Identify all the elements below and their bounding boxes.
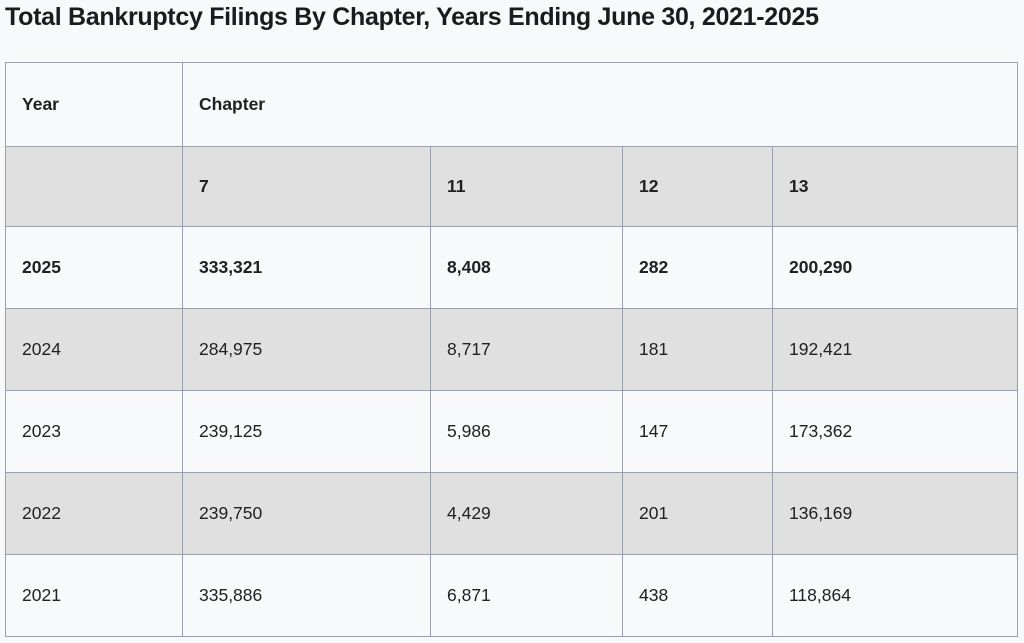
table-row-2022: 2022 239,750 4,429 201 136,169	[5, 472, 1018, 555]
subheader-chapter-13: 13	[772, 146, 1018, 227]
table-row-2024: 2024 284,975 8,717 181 192,421	[5, 308, 1018, 391]
value-cell-ch13: 192,421	[772, 308, 1018, 391]
column-header-chapter-group: Chapter	[182, 62, 1018, 147]
year-cell: 2025	[5, 226, 183, 309]
value-cell-ch11: 6,871	[430, 554, 623, 637]
table-row-2025: 2025 333,321 8,408 282 200,290	[5, 226, 1018, 309]
table-header-row: Year Chapter	[5, 62, 1018, 147]
subheader-chapter-7: 7	[182, 146, 431, 227]
subheader-chapter-12: 12	[622, 146, 773, 227]
value-cell-ch13: 136,169	[772, 472, 1018, 555]
value-cell-ch12: 181	[622, 308, 773, 391]
year-cell: 2024	[5, 308, 183, 391]
value-cell-ch12: 438	[622, 554, 773, 637]
value-cell-ch13: 200,290	[772, 226, 1018, 309]
filings-table: Year Chapter 7 11 12 13 2025 333,321 8,4…	[5, 62, 1018, 637]
column-header-year: Year	[5, 62, 183, 147]
value-cell-ch7: 284,975	[182, 308, 431, 391]
year-cell: 2021	[5, 554, 183, 637]
value-cell-ch11: 8,408	[430, 226, 623, 309]
value-cell-ch7: 333,321	[182, 226, 431, 309]
value-cell-ch12: 147	[622, 390, 773, 473]
table-subheader-row: 7 11 12 13	[5, 146, 1018, 227]
value-cell-ch7: 239,125	[182, 390, 431, 473]
value-cell-ch13: 118,864	[772, 554, 1018, 637]
subheader-chapter-11: 11	[430, 146, 623, 227]
value-cell-ch11: 4,429	[430, 472, 623, 555]
year-cell: 2023	[5, 390, 183, 473]
page-title: Total Bankruptcy Filings By Chapter, Yea…	[5, 3, 819, 31]
value-cell-ch11: 5,986	[430, 390, 623, 473]
subheader-empty-cell	[5, 146, 183, 227]
table-row-2023: 2023 239,125 5,986 147 173,362	[5, 390, 1018, 473]
value-cell-ch13: 173,362	[772, 390, 1018, 473]
year-cell: 2022	[5, 472, 183, 555]
value-cell-ch7: 239,750	[182, 472, 431, 555]
value-cell-ch11: 8,717	[430, 308, 623, 391]
value-cell-ch12: 201	[622, 472, 773, 555]
value-cell-ch12: 282	[622, 226, 773, 309]
value-cell-ch7: 335,886	[182, 554, 431, 637]
table-row-2021: 2021 335,886 6,871 438 118,864	[5, 554, 1018, 637]
